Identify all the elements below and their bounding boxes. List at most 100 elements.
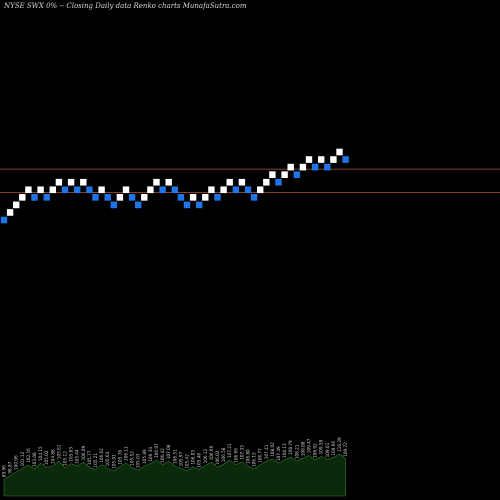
brick-down — [342, 156, 349, 163]
brick-up — [189, 194, 197, 201]
x-tick-label: 103.08 — [32, 452, 37, 467]
brick-down — [110, 201, 117, 209]
brick-up — [208, 186, 215, 194]
brick-up — [165, 178, 172, 186]
brick-up — [98, 186, 105, 194]
brick-down — [183, 201, 191, 209]
x-tick-label: 102.16 — [26, 448, 31, 463]
x-tick-label: 106.69 — [233, 448, 238, 463]
volume-panel — [3, 453, 346, 497]
brick-up — [202, 194, 209, 201]
brick-up — [80, 178, 87, 186]
brick-up — [25, 186, 32, 194]
x-tick-label: 106.12 — [203, 448, 208, 463]
brick-down — [92, 194, 99, 201]
x-tick-label: 105.48 — [197, 453, 202, 468]
brick-down — [159, 186, 166, 194]
x-tick-label: 109.66 — [331, 441, 336, 456]
x-tick-label: 108.21 — [294, 444, 299, 459]
x-tick-label: 107.33 — [239, 445, 244, 460]
x-tick-label: 109.58 — [319, 439, 324, 454]
brick-down — [74, 186, 81, 194]
x-tick-label: 108.13 — [282, 443, 287, 458]
x-tick-label: 104.88 — [50, 449, 55, 464]
x-tick-label: 105.42 — [185, 454, 190, 469]
brick-down — [128, 194, 136, 201]
brick-down — [0, 216, 8, 224]
brick-down — [324, 163, 331, 171]
x-tick-label: 105.12 — [63, 451, 68, 466]
x-tick-label: 106.58 — [221, 447, 226, 462]
x-tick-label: 105.93 — [69, 447, 74, 462]
brick-up — [37, 186, 44, 194]
x-tick-label: 104.15 — [38, 446, 43, 461]
brick-up — [13, 201, 20, 209]
brick-up — [67, 178, 75, 186]
brick-up — [263, 178, 270, 186]
brick-up — [299, 163, 307, 171]
brick-up — [116, 194, 124, 201]
brick-up — [226, 178, 233, 186]
brick-up — [19, 194, 26, 201]
brick-down — [196, 201, 203, 209]
x-tick-label: 105.89 — [142, 449, 147, 464]
x-tick-label: 105.02 — [44, 450, 49, 465]
brick-up — [336, 148, 343, 156]
x-tick-label: 108.92 — [313, 443, 318, 458]
x-tick-label: 106.11 — [124, 446, 129, 461]
x-tick-label: 107.21 — [227, 443, 232, 458]
brick-up — [55, 178, 63, 186]
x-tick-label: 107.08 — [166, 444, 171, 459]
brick-down — [250, 194, 258, 201]
x-tick-label: 106.80 — [246, 449, 251, 464]
brick-up — [220, 186, 227, 194]
brick-up — [257, 186, 264, 194]
brick-up — [281, 171, 288, 178]
x-tick-label: 106.51 — [172, 449, 177, 464]
x-tick-label: 105.77 — [87, 450, 92, 465]
brick-down — [135, 201, 142, 209]
brick-down — [43, 194, 50, 201]
x-tick-label: 109.72 — [343, 442, 348, 457]
x-tick-label: 101.12 — [20, 451, 25, 466]
brick-down — [275, 178, 282, 186]
x-tick-label: 106.03 — [191, 450, 196, 465]
x-tick-label: 105.52 — [130, 451, 135, 466]
brick-up — [287, 163, 294, 171]
brick-up — [330, 156, 337, 163]
brick-down — [232, 186, 239, 194]
brick-up — [6, 209, 14, 216]
x-tick-label: 105.78 — [117, 450, 122, 465]
brick-down — [104, 194, 111, 201]
renko-bricks — [0, 148, 349, 224]
x-tick-label: 105.64 — [105, 451, 110, 466]
x-tick-label: 106.02 — [99, 448, 104, 463]
x-tick-label: 106.97 — [154, 443, 159, 458]
brick-down — [244, 186, 252, 194]
x-tick-label: 105.97 — [178, 451, 183, 466]
volume-area — [3, 453, 346, 497]
x-tick-label: 109.01 — [325, 442, 330, 457]
x-tick-label: 100.96 — [14, 455, 19, 470]
x-tick-label: 110.29 — [337, 437, 342, 452]
x-tick-label: 105.01 — [111, 454, 116, 469]
brick-up — [238, 178, 246, 186]
x-tick-label: 106.34 — [148, 447, 153, 462]
x-tick-label: 109.47 — [307, 438, 312, 453]
x-axis-labels: 89.96 98.87 100.96 101.12 102.16 103.08 104.15… — [2, 437, 349, 477]
x-tick-label: 107.41 — [264, 444, 269, 459]
x-tick-label: 105.44 — [75, 449, 80, 464]
x-tick-label: 106.42 — [160, 448, 165, 463]
brick-down — [214, 194, 221, 201]
brick-down — [86, 186, 93, 194]
brick-up — [122, 186, 130, 194]
brick-down — [177, 194, 185, 201]
brick-down — [61, 186, 69, 194]
x-tick-label: 107.49 — [276, 446, 281, 461]
brick-down — [311, 163, 319, 171]
brick-down — [171, 186, 178, 194]
x-tick-label: 98.87 — [8, 461, 13, 473]
brick-up — [141, 194, 148, 201]
